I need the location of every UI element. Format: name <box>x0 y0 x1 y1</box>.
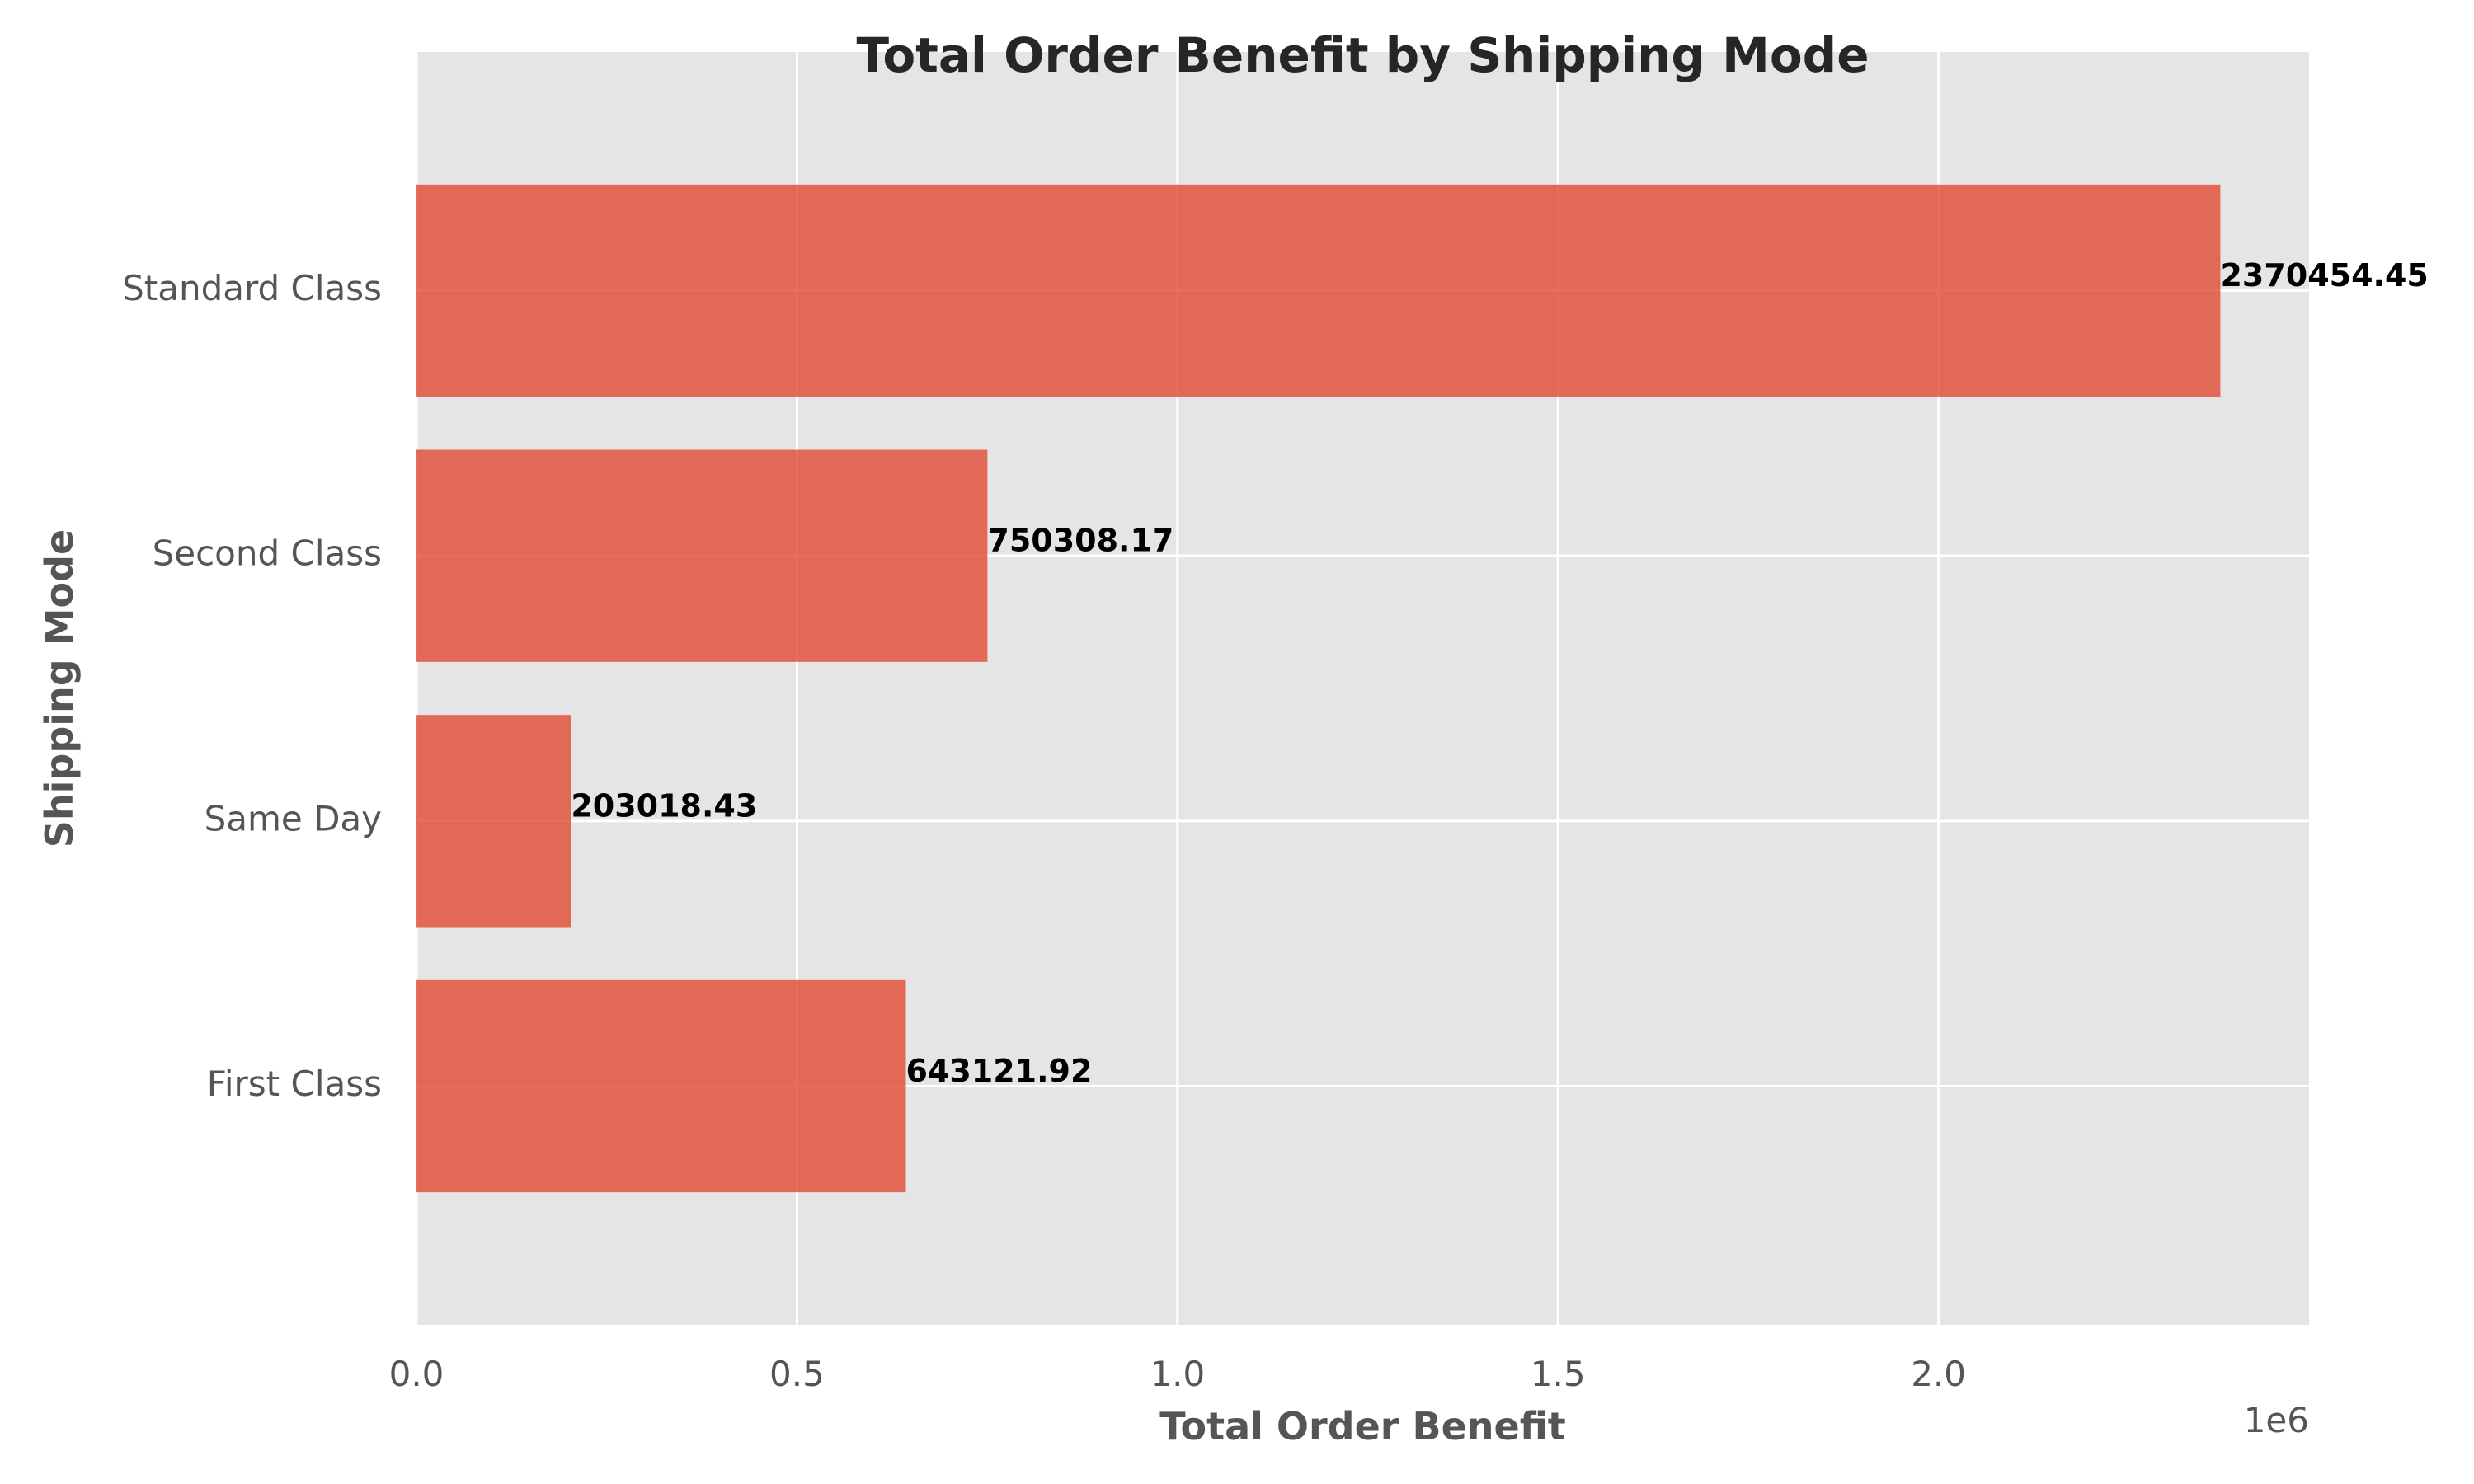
bar-second-class <box>416 449 988 662</box>
y-tick-label: First Class <box>207 1064 382 1104</box>
y-axis-ticks: First Class Same Day Second Class Standard … <box>122 268 382 1104</box>
bar-first-class <box>416 979 906 1193</box>
data-label: 750308.17 <box>987 523 1174 559</box>
y-tick-label: Same Day <box>205 798 382 838</box>
bars <box>416 184 2221 1193</box>
x-axis-label: Total Order Benefit <box>1159 1404 1566 1449</box>
chart-title: Total Order Benefit by Shipping Mode <box>856 27 1869 83</box>
x-axis-ticks: 0.0 0.5 1.0 1.5 2.0 <box>389 1354 1966 1394</box>
x-tick-label: 1.5 <box>1531 1354 1586 1394</box>
bar-same-day <box>416 715 571 928</box>
bar-standard-class <box>416 184 2221 397</box>
data-labels: 643121.92 203018.43 750308.17 2370454.45 <box>571 257 2429 1089</box>
data-label: 203018.43 <box>571 787 757 824</box>
y-tick-label: Second Class <box>153 533 382 574</box>
y-tick-label: Standard Class <box>122 268 382 308</box>
x-tick-label: 1.0 <box>1150 1354 1205 1394</box>
data-label: 2370454.45 <box>2220 257 2428 294</box>
y-axis-label: Shipping Mode <box>37 529 82 848</box>
x-axis-offset-label: 1e6 <box>2244 1400 2309 1440</box>
x-tick-label: 0.5 <box>769 1354 825 1394</box>
x-tick-label: 2.0 <box>1911 1354 1966 1394</box>
data-label: 643121.92 <box>905 1053 1092 1089</box>
x-tick-label: 0.0 <box>389 1354 444 1394</box>
